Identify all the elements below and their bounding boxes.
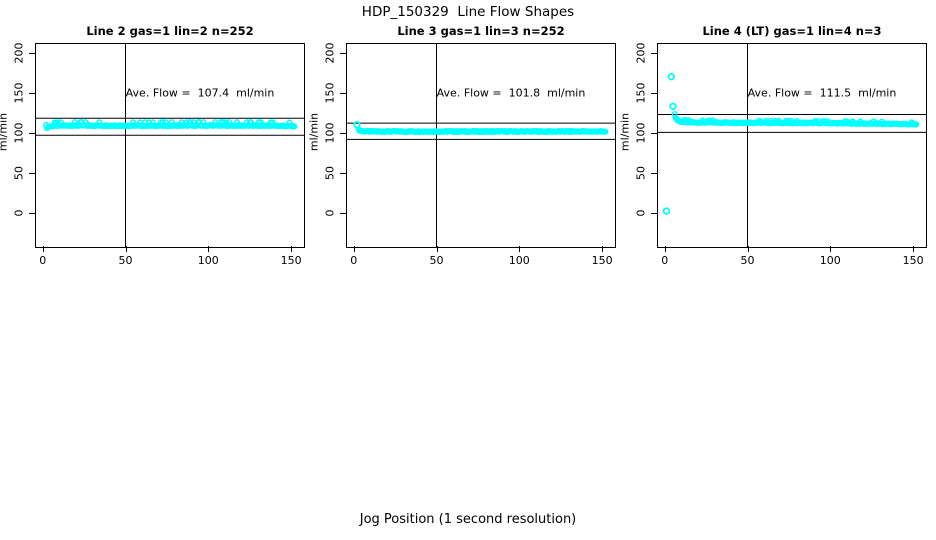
y-tick-label: 100 — [634, 122, 648, 144]
x-tick — [42, 246, 44, 252]
y-axis-label: ml/min — [0, 112, 10, 152]
y-tick — [651, 52, 657, 54]
x-tick-label: 0 — [39, 254, 47, 267]
y-tick-label: 150 — [12, 82, 26, 104]
x-tick — [125, 246, 127, 252]
scatter-plot-line-3 — [347, 44, 615, 247]
panel-title-line-2: Line 2 gas=1 lin=2 n=252 — [86, 24, 254, 38]
x-tick — [602, 246, 604, 252]
y-axis-label: ml/min — [618, 112, 632, 152]
y-tick — [29, 212, 35, 214]
x-tick — [291, 246, 293, 252]
y-tick-label: 0 — [12, 209, 26, 217]
panel-title-line-3: Line 3 gas=1 lin=3 n=252 — [397, 24, 565, 38]
panel-line-2: Line 2 gas=1 lin=2 n=252 ml/min Ave. Flo… — [0, 24, 305, 267]
y-tick-label: 100 — [12, 122, 26, 144]
y-tick — [340, 132, 346, 134]
y-tick-label: 50 — [12, 165, 26, 180]
y-tick — [29, 132, 35, 134]
y-tick — [29, 52, 35, 54]
y-tick — [651, 92, 657, 94]
y-tick-label: 150 — [323, 82, 337, 104]
y-tick-label: 50 — [634, 165, 648, 180]
x-tick-label: 150 — [902, 254, 924, 267]
x-tick-label: 100 — [508, 254, 530, 267]
y-tick — [29, 92, 35, 94]
ave-flow-annotation: Ave. Flow = 101.8 ml/min — [436, 86, 586, 100]
x-axis-outer-label: Jog Position (1 second resolution) — [359, 512, 577, 527]
x-tick-label: 100 — [819, 254, 841, 267]
y-tick — [29, 172, 35, 174]
y-tick-label: 200 — [634, 42, 648, 64]
y-tick-label: 0 — [323, 209, 337, 217]
x-tick — [664, 246, 666, 252]
x-tick-label: 100 — [197, 254, 219, 267]
y-tick — [340, 212, 346, 214]
panel-title-line-4: Line 4 (LT) gas=1 lin=4 n=3 — [702, 24, 882, 38]
panel-line-3: Line 3 gas=1 lin=3 n=252 ml/min Ave. Flo… — [308, 24, 616, 267]
y-tick — [340, 52, 346, 54]
y-tick — [340, 172, 346, 174]
scatter-plot-line-2 — [36, 44, 304, 247]
x-tick — [353, 246, 355, 252]
y-tick-label: 100 — [323, 122, 337, 144]
x-tick-label: 150 — [280, 254, 302, 267]
y-tick — [651, 132, 657, 134]
y-tick-label: 50 — [323, 165, 337, 180]
scatter-plot-line-4 — [658, 44, 926, 247]
x-tick — [436, 246, 438, 252]
panel-line-4: Line 4 (LT) gas=1 lin=4 n=3 ml/min Ave. … — [619, 24, 927, 267]
y-tick-label: 150 — [634, 82, 648, 104]
x-tick — [208, 246, 210, 252]
figure-title: HDP_150329 Line Flow Shapes — [361, 4, 575, 20]
y-tick — [340, 92, 346, 94]
x-tick-label: 0 — [350, 254, 358, 267]
x-tick-label: 50 — [429, 254, 444, 267]
y-tick-label: 200 — [323, 42, 337, 64]
x-tick-label: 0 — [661, 254, 669, 267]
x-tick-label: 50 — [118, 254, 133, 267]
ave-flow-annotation: Ave. Flow = 111.5 ml/min — [747, 86, 897, 100]
y-tick — [651, 212, 657, 214]
x-tick-label: 150 — [591, 254, 613, 267]
x-tick-label: 50 — [740, 254, 755, 267]
y-axis-label: ml/min — [307, 112, 321, 152]
x-tick — [830, 246, 832, 252]
y-tick-label: 200 — [12, 42, 26, 64]
ave-flow-annotation: Ave. Flow = 107.4 ml/min — [125, 86, 275, 100]
x-tick — [913, 246, 915, 252]
y-tick-label: 0 — [634, 209, 648, 217]
y-tick — [651, 172, 657, 174]
x-tick — [519, 246, 521, 252]
x-tick — [747, 246, 749, 252]
